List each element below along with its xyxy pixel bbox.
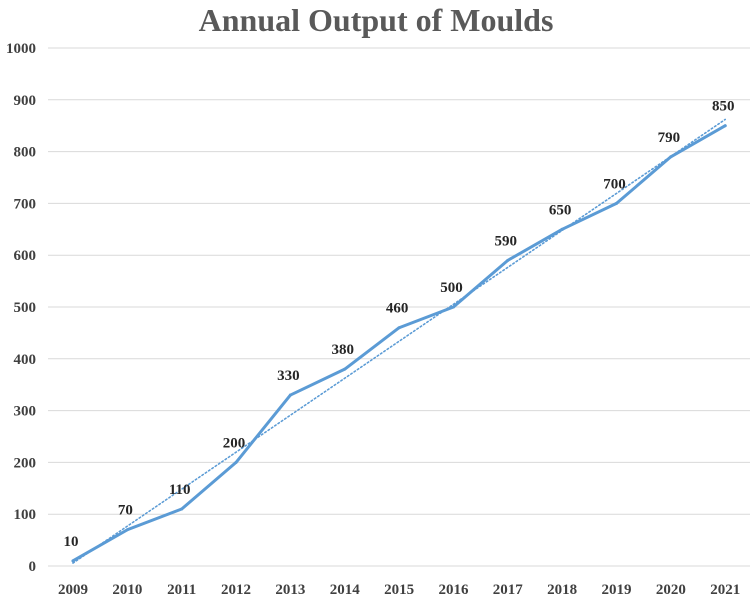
y-tick-label: 900 [14,93,37,109]
y-tick-label: 200 [14,455,37,471]
data-point [288,393,292,397]
trendline [72,118,727,564]
x-tick-label: 2011 [167,582,196,598]
x-tick-label: 2010 [112,582,142,598]
data-point [397,326,401,330]
x-tick-label: 2012 [221,582,251,598]
data-label: 500 [440,280,463,296]
x-tick-label: 2021 [710,582,740,598]
data-point [125,528,129,532]
y-axis-ticks: 0 100 200 300 400 500 600 700 800 900 1000 [6,41,36,575]
x-tick-label: 2018 [547,582,577,598]
x-tick-label: 2016 [438,582,469,598]
x-tick-label: 2017 [493,582,524,598]
gridlines [48,47,750,567]
data-label: 70 [118,503,133,519]
data-label: 330 [277,368,300,384]
y-tick-label: 400 [14,352,37,368]
data-point [506,258,510,262]
y-tick-label: 600 [14,248,37,264]
data-point [180,507,184,511]
y-tick-label: 0 [29,559,37,575]
data-label: 110 [169,482,191,498]
trendline-line [72,118,727,564]
data-point [234,460,238,464]
data-label: 10 [64,534,79,550]
data-label: 460 [386,301,409,317]
data-point [615,201,618,205]
y-tick-label: 800 [14,145,37,161]
data-label: 590 [495,233,518,249]
data-point [71,559,75,563]
data-point [723,124,727,128]
x-axis-ticks: 2009 2010 2011 2012 2013 2014 2015 2016 2017 2018… [58,582,740,598]
data-label: 850 [712,99,735,115]
y-tick-label: 300 [14,404,37,420]
y-tick-label: 700 [14,196,37,212]
data-label: 790 [658,130,681,146]
series-line [71,124,727,563]
y-tick-label: 1000 [6,41,36,57]
data-label: 650 [549,202,572,218]
y-tick-label: 500 [14,300,37,316]
x-tick-label: 2020 [656,582,686,598]
x-tick-label: 2014 [330,582,361,598]
data-label: 700 [603,176,626,192]
x-tick-label: 2013 [275,582,305,598]
x-tick-label: 2009 [58,582,88,598]
x-tick-label: 2019 [602,582,632,598]
data-label: 200 [223,435,246,451]
data-point [669,155,673,159]
data-labels: 10 70 110 200 330 380 460 500 590 650 700 790 850 [64,99,735,550]
data-label: 380 [332,342,355,358]
x-tick-label: 2015 [384,582,414,598]
chart-title: Annual Output of Moulds [198,2,554,38]
data-point [451,305,455,309]
data-point [560,227,564,231]
y-tick-label: 100 [14,507,37,523]
data-point [343,367,347,371]
